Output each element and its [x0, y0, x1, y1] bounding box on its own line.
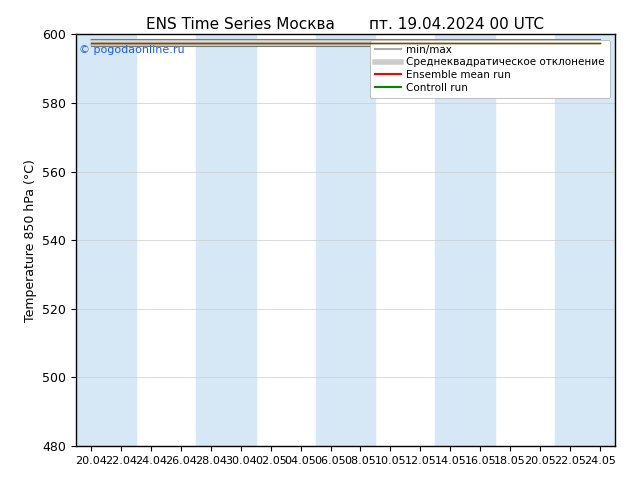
Text: © pogodaonline.ru: © pogodaonline.ru [79, 45, 184, 54]
Bar [555, 34, 615, 446]
Text: пт. 19.04.2024 00 UTC: пт. 19.04.2024 00 UTC [369, 17, 544, 32]
Bar [436, 34, 495, 446]
Bar [316, 34, 375, 446]
Legend: min/max, Среднеквадратическое отклонение, Ensemble mean run, Controll run: min/max, Среднеквадратическое отклонение… [370, 40, 610, 98]
Bar [76, 34, 136, 446]
Y-axis label: Temperature 850 hPa (°C): Temperature 850 hPa (°C) [24, 159, 37, 321]
Text: ENS Time Series Москва: ENS Time Series Москва [146, 17, 335, 32]
Bar [196, 34, 256, 446]
